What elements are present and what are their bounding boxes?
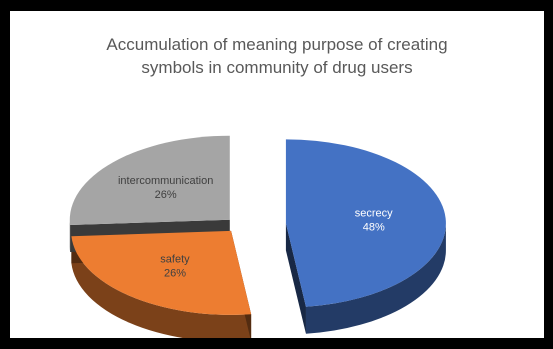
slice-percent-secrecy: 48% xyxy=(363,222,385,234)
slice-wall-secrecy xyxy=(305,223,446,334)
slice-secrecy xyxy=(285,139,446,307)
slice-face-secrecy-1 xyxy=(285,223,306,334)
slice-label-intercommunication: intercommunication xyxy=(118,175,213,187)
slice-percent-safety: 26% xyxy=(164,268,186,280)
chart-frame: Accumulation of meaning purpose of creat… xyxy=(10,11,544,338)
slice-label-safety: safety xyxy=(160,254,190,266)
slice-intercommunication xyxy=(69,135,230,226)
chart-title-line-2: symbols in community of drug users xyxy=(141,58,413,77)
slice-label-secrecy: secrecy xyxy=(355,208,393,220)
slice-percent-intercommunication: 26% xyxy=(155,189,177,201)
chart-title-line-1: Accumulation of meaning purpose of creat… xyxy=(106,35,448,54)
chart-title: Accumulation of meaning purpose of creat… xyxy=(10,33,544,79)
slice-wall-safety xyxy=(71,236,252,338)
pie-chart: secrecy 48% safety 26% intercommunication 26% xyxy=(69,135,446,338)
slice-safety xyxy=(71,230,252,315)
